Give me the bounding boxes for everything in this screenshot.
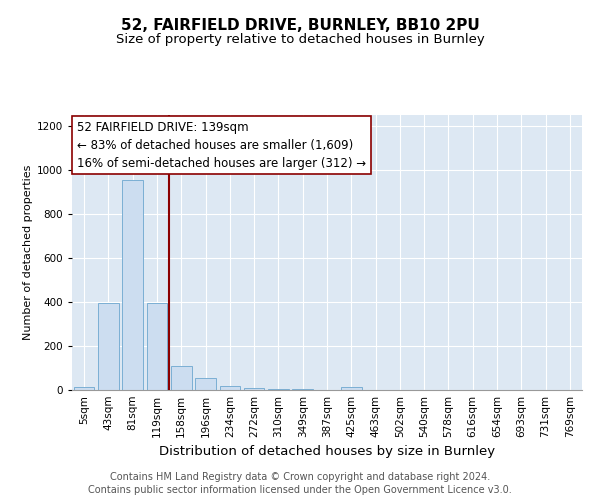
Bar (195, 378, 216, 390)
Bar (220, 386, 240, 390)
Y-axis label: Number of detached properties: Number of detached properties (23, 165, 32, 340)
Bar (74, 387, 94, 390)
Bar (146, 303, 167, 390)
Bar (98, 303, 119, 390)
Bar (341, 386, 362, 390)
Text: Contains public sector information licensed under the Open Government Licence v3: Contains public sector information licen… (88, 485, 512, 495)
Text: Size of property relative to detached houses in Burnley: Size of property relative to detached ho… (116, 32, 484, 46)
Bar (268, 389, 289, 390)
Text: 52, FAIRFIELD DRIVE, BURNLEY, BB10 2PU: 52, FAIRFIELD DRIVE, BURNLEY, BB10 2PU (121, 18, 479, 32)
Text: Contains HM Land Registry data © Crown copyright and database right 2024.: Contains HM Land Registry data © Crown c… (110, 472, 490, 482)
Bar (122, 180, 143, 390)
Bar (244, 388, 265, 390)
Bar (171, 366, 191, 390)
X-axis label: Distribution of detached houses by size in Burnley: Distribution of detached houses by size … (159, 446, 495, 458)
Text: 52 FAIRFIELD DRIVE: 139sqm
← 83% of detached houses are smaller (1,609)
16% of s: 52 FAIRFIELD DRIVE: 139sqm ← 83% of deta… (77, 120, 366, 170)
